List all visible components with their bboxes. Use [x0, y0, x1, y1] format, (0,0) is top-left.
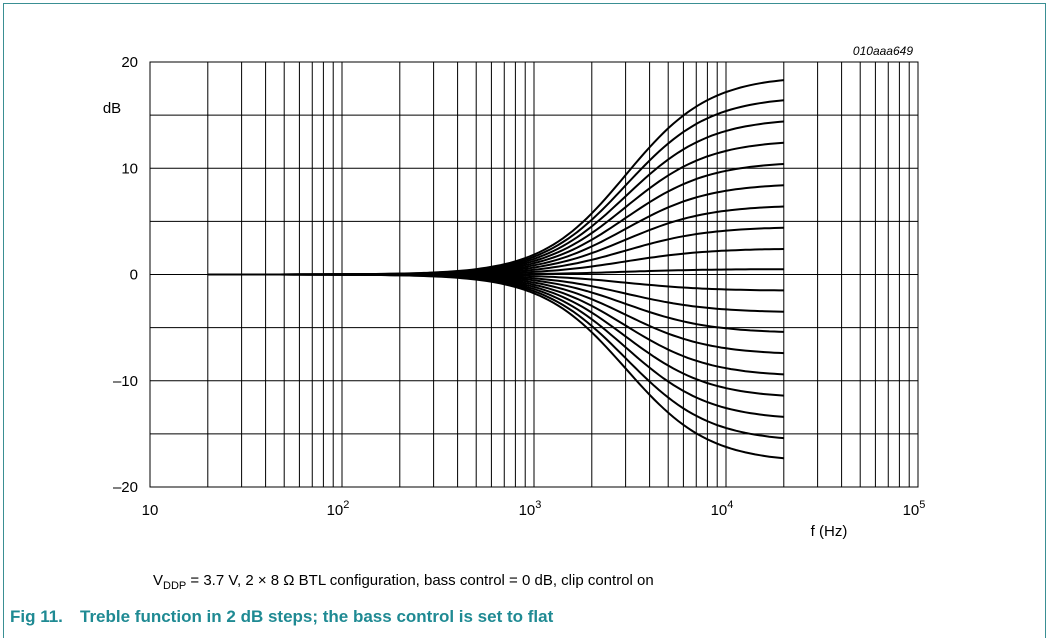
figure-frame [3, 3, 1046, 638]
y-tick-labels: 20 10 0 –10 –20 [113, 54, 138, 496]
x-tick-label: 102 [327, 499, 350, 519]
treble-curve [207, 184, 784, 276]
x-tick-exponent: 2 [343, 499, 349, 511]
figure-number: Fig 11. [10, 607, 63, 626]
treble-curve [207, 163, 784, 276]
x-tick-base: 10 [142, 502, 159, 519]
treble-curve [207, 141, 784, 276]
x-tick-base: 10 [903, 502, 920, 519]
curves [207, 79, 784, 460]
x-tick-base: 10 [519, 502, 536, 519]
treble-curve [207, 79, 784, 276]
y-tick-label: 10 [121, 160, 138, 177]
x-tick-label: 104 [711, 499, 734, 519]
treble-curve [207, 273, 784, 460]
figure-title: Treble function in 2 dB steps; the bass … [80, 607, 554, 626]
x-tick-labels: 10 102 103 104 105 [142, 499, 926, 519]
condition-v-subscript: DDP [163, 580, 187, 592]
treble-curve [207, 99, 784, 276]
treble-curve [207, 205, 784, 276]
x-tick-exponent: 5 [919, 499, 925, 511]
figure-id: 010aaa649 [853, 44, 913, 58]
y-axis-label: dB [103, 100, 121, 117]
x-tick-label: 105 [903, 499, 926, 519]
x-tick-base: 10 [327, 502, 344, 519]
y-tick-label: 0 [130, 267, 138, 284]
figure-caption: Fig 11. Treble function in 2 dB steps; th… [10, 607, 553, 627]
x-tick-label: 10 [142, 502, 159, 519]
treble-curve [207, 273, 784, 397]
y-tick-label: –20 [113, 479, 138, 496]
x-axis-label: f (Hz) [811, 523, 848, 540]
x-tick-label: 103 [519, 499, 542, 519]
y-tick-label: 20 [121, 54, 138, 71]
condition-text: = 3.7 V, 2 × 8 Ω BTL configuration, bass… [186, 572, 654, 589]
treble-curve [207, 273, 784, 355]
x-tick-base: 10 [711, 502, 728, 519]
x-tick-exponent: 4 [727, 499, 733, 511]
y-tick-label: –10 [113, 373, 138, 390]
test-condition: VDDP = 3.7 V, 2 × 8 Ω BTL configuration,… [153, 572, 654, 592]
treble-curve [207, 273, 784, 440]
condition-v: V [153, 572, 164, 589]
x-tick-exponent: 3 [535, 499, 541, 511]
treble-curve [207, 273, 784, 418]
plot-border [149, 61, 919, 488]
